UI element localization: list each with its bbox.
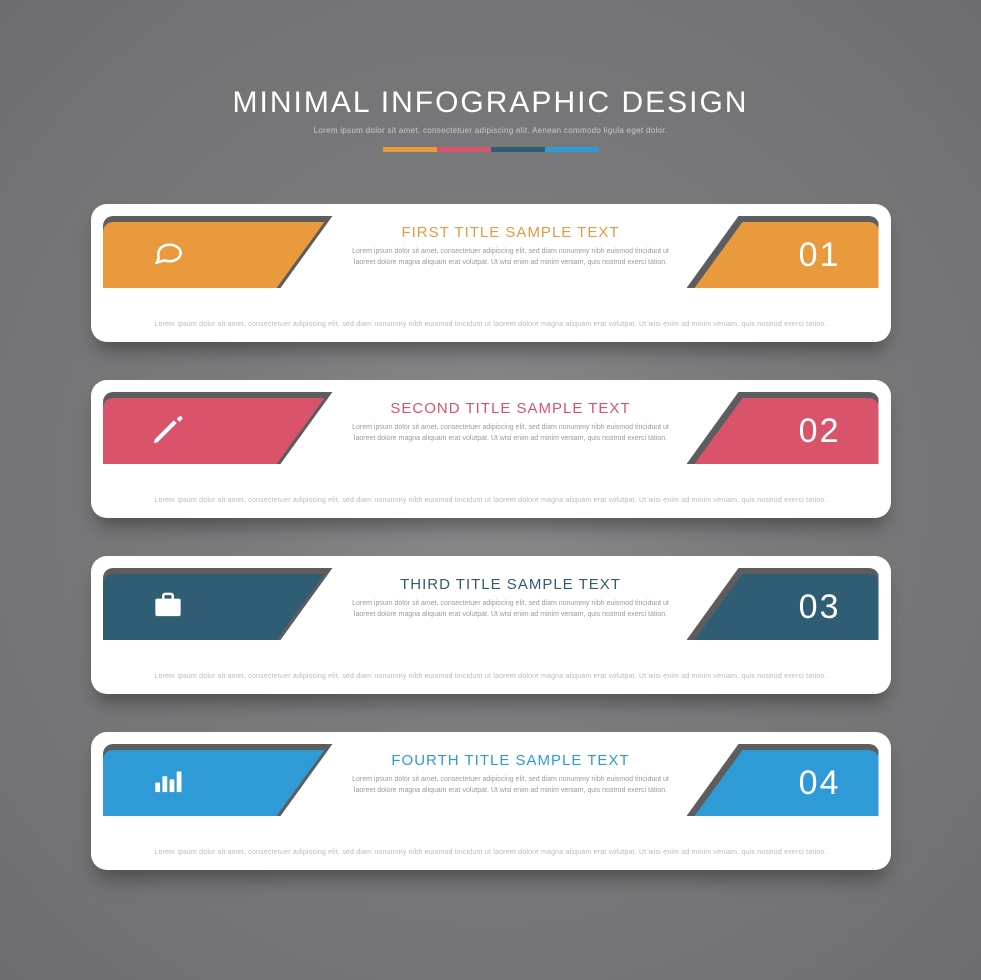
briefcase-icon — [149, 586, 187, 629]
subtitle: Lorem ipsum dolor sit amet, consectetuer… — [0, 126, 981, 135]
step-footer: Lorem ipsum dolor sit amet, consectetuer… — [115, 497, 867, 504]
step-number: 01 — [799, 236, 841, 275]
number-tab: 02 — [695, 398, 879, 464]
header: MINIMAL INFOGRAPHIC DESIGN Lorem ipsum d… — [0, 0, 981, 152]
speech-bubble-icon — [149, 234, 187, 277]
step-mid: FIRST TITLE SAMPLE TEXT Lorem ipsum dolo… — [341, 224, 681, 268]
number-tab: 01 — [695, 222, 879, 288]
step-footer: Lorem ipsum dolor sit amet, consectetuer… — [115, 321, 867, 328]
palette-seg-3 — [491, 147, 545, 152]
number-tab: 03 — [695, 574, 879, 640]
step-number: 02 — [799, 412, 841, 451]
step-footer: Lorem ipsum dolor sit amet, consectetuer… — [115, 673, 867, 680]
step-mid: THIRD TITLE SAMPLE TEXT Lorem ipsum dolo… — [341, 576, 681, 620]
icon-tab — [103, 222, 325, 288]
step-card-1: 01 FIRST TITLE SAMPLE TEXT Lorem ipsum d… — [91, 204, 891, 342]
step-card-4: 04 FOURTH TITLE SAMPLE TEXT Lorem ipsum … — [91, 732, 891, 870]
step-body: Lorem ipsum dolor sit amet, consectetuer… — [341, 247, 681, 268]
step-title: SECOND TITLE SAMPLE TEXT — [341, 400, 681, 417]
step-body: Lorem ipsum dolor sit amet, consectetuer… — [341, 599, 681, 620]
step-card-3: 03 THIRD TITLE SAMPLE TEXT Lorem ipsum d… — [91, 556, 891, 694]
number-tab: 04 — [695, 750, 879, 816]
step-title: FOURTH TITLE SAMPLE TEXT — [341, 752, 681, 769]
step-body: Lorem ipsum dolor sit amet, consectetuer… — [341, 423, 681, 444]
icon-tab — [103, 398, 325, 464]
palette-seg-2 — [437, 147, 491, 152]
step-number: 04 — [799, 764, 841, 803]
icon-tab — [103, 574, 325, 640]
step-title: THIRD TITLE SAMPLE TEXT — [341, 576, 681, 593]
step-number: 03 — [799, 588, 841, 627]
step-footer: Lorem ipsum dolor sit amet, consectetuer… — [115, 849, 867, 856]
palette-bar — [0, 147, 981, 152]
step-card-2: 02 SECOND TITLE SAMPLE TEXT Lorem ipsum … — [91, 380, 891, 518]
step-body: Lorem ipsum dolor sit amet, consectetuer… — [341, 775, 681, 796]
main-title: MINIMAL INFOGRAPHIC DESIGN — [0, 86, 981, 120]
icon-tab — [103, 750, 325, 816]
step-mid: SECOND TITLE SAMPLE TEXT Lorem ipsum dol… — [341, 400, 681, 444]
pencil-icon — [149, 410, 187, 453]
step-title: FIRST TITLE SAMPLE TEXT — [341, 224, 681, 241]
cards-container: 01 FIRST TITLE SAMPLE TEXT Lorem ipsum d… — [0, 204, 981, 870]
bar-chart-icon — [149, 762, 187, 805]
palette-seg-4 — [545, 147, 599, 152]
step-mid: FOURTH TITLE SAMPLE TEXT Lorem ipsum dol… — [341, 752, 681, 796]
palette-seg-1 — [383, 147, 437, 152]
